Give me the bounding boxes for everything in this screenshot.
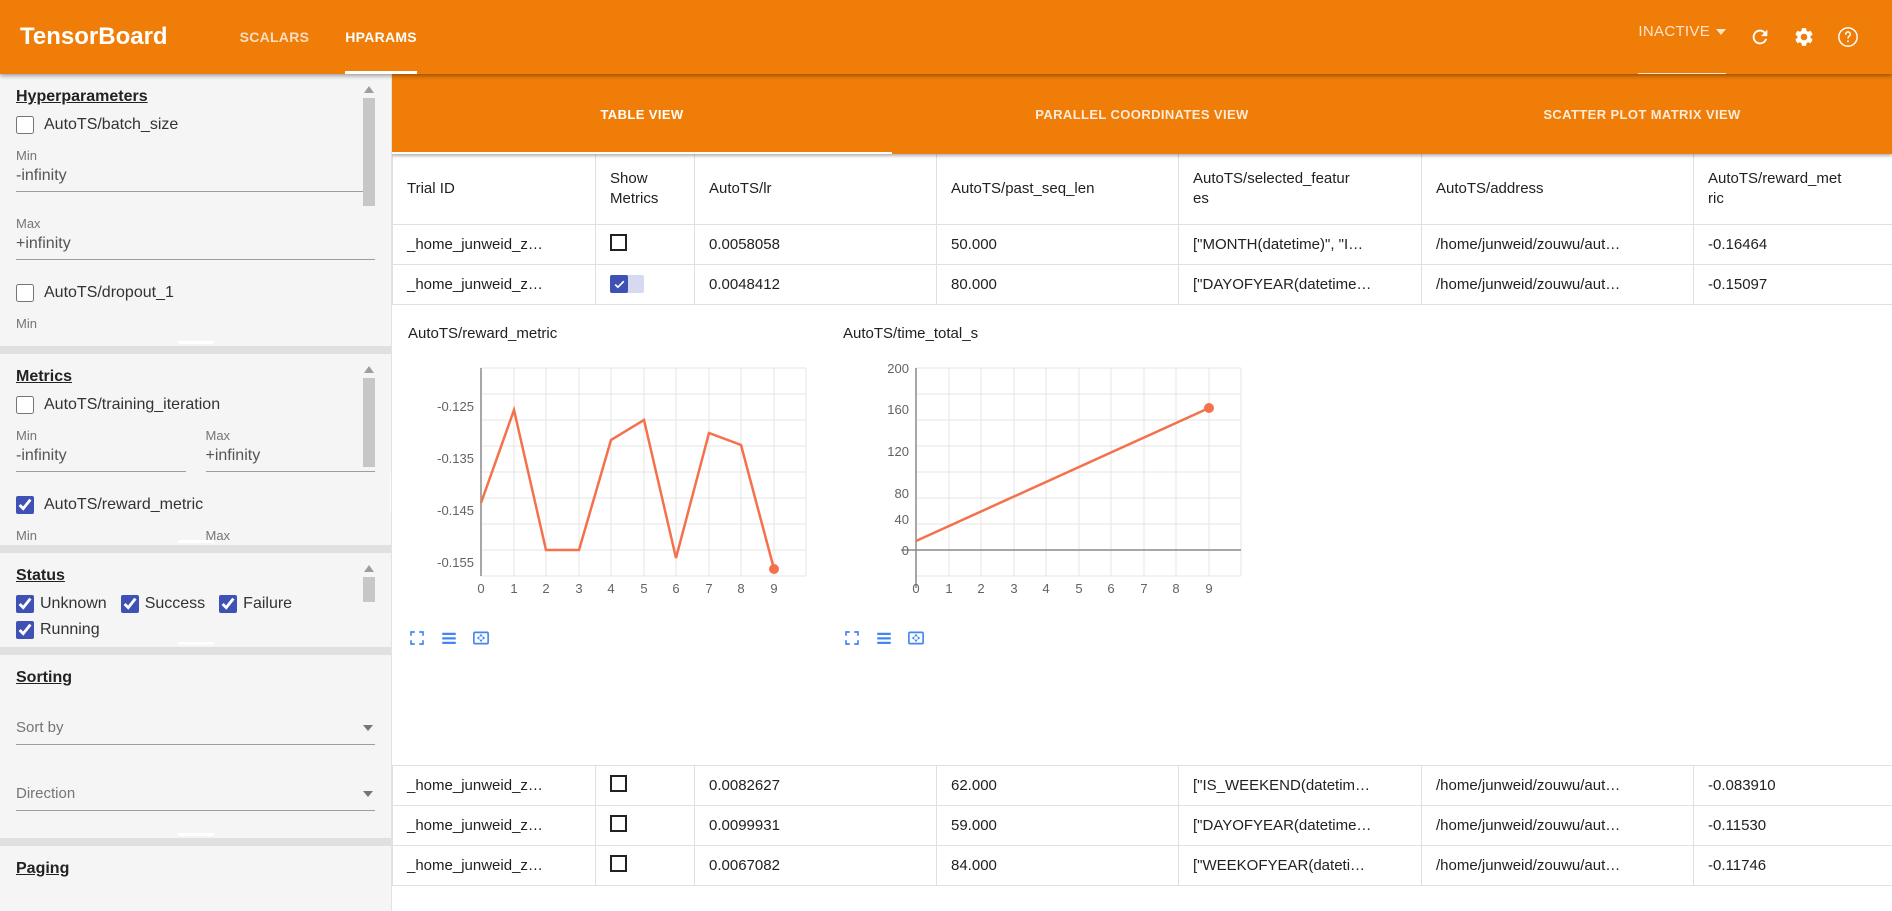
svg-text:9: 9 (1205, 581, 1212, 596)
svg-text:1: 1 (945, 581, 952, 596)
svg-text:0: 0 (912, 581, 919, 596)
svg-text:0: 0 (477, 581, 484, 596)
svg-text:4: 4 (607, 581, 614, 596)
svg-text:5: 5 (1075, 581, 1082, 596)
svg-text:-0.145: -0.145 (437, 503, 474, 518)
svg-text:-0.155: -0.155 (437, 555, 474, 570)
svg-text:5: 5 (640, 581, 647, 596)
svg-text:7: 7 (1140, 581, 1147, 596)
svg-text:2: 2 (977, 581, 984, 596)
svg-text:200: 200 (887, 361, 909, 376)
svg-text:80: 80 (895, 486, 909, 501)
svg-text:9: 9 (770, 581, 777, 596)
svg-text:-0.135: -0.135 (437, 451, 474, 466)
svg-text:-0.125: -0.125 (437, 399, 474, 414)
svg-text:40: 40 (895, 512, 909, 527)
svg-text:120: 120 (887, 444, 909, 459)
svg-text:160: 160 (887, 402, 909, 417)
svg-text:8: 8 (737, 581, 744, 596)
svg-text:3: 3 (1010, 581, 1017, 596)
svg-text:3: 3 (575, 581, 582, 596)
svg-text:0: 0 (902, 543, 909, 558)
svg-text:4: 4 (1042, 581, 1049, 596)
svg-text:7: 7 (705, 581, 712, 596)
svg-text:8: 8 (1172, 581, 1179, 596)
svg-text:6: 6 (1107, 581, 1114, 596)
svg-text:1: 1 (510, 581, 517, 596)
svg-text:6: 6 (672, 581, 679, 596)
svg-text:2: 2 (542, 581, 549, 596)
